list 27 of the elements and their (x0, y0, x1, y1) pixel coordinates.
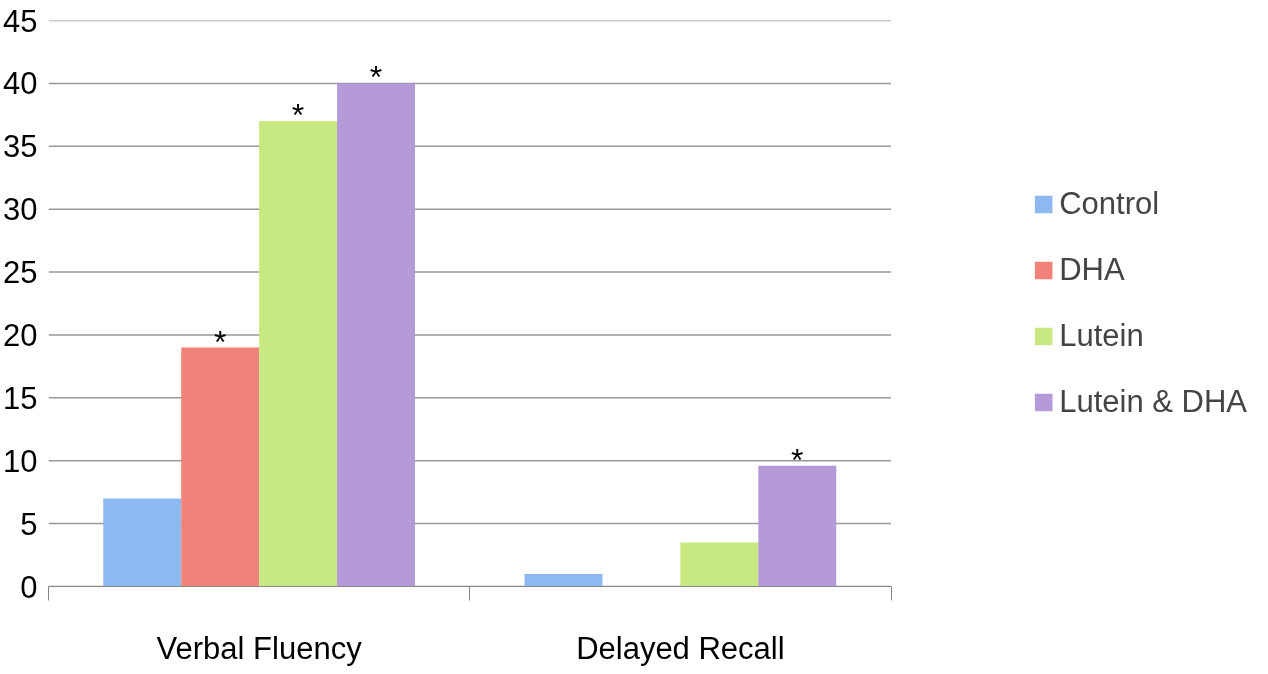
data-label: * (291, 97, 305, 134)
legend-label: Lutein (1059, 318, 1144, 354)
legend-label: Control (1059, 186, 1160, 222)
bar (181, 347, 260, 587)
y-tick-label: 30 (3, 192, 38, 228)
legend-label: Lutein & DHA (1059, 384, 1247, 420)
bar (337, 83, 415, 587)
bar (103, 498, 182, 587)
y-tick-label: 15 (3, 380, 38, 416)
data-label: * (791, 441, 804, 478)
y-tick-label: 20 (3, 317, 38, 353)
legend-label: DHA (1059, 252, 1125, 288)
y-tick-label: 10 (3, 443, 38, 479)
y-tick-label: 25 (3, 255, 38, 291)
y-tick-label: 40 (3, 66, 38, 102)
y-tick-label: 0 (20, 569, 38, 605)
x-tick-label: Verbal Fluency (156, 630, 363, 666)
bar (680, 542, 759, 587)
bar (524, 573, 603, 587)
y-tick-label: 5 (20, 506, 38, 542)
data-label: * (369, 59, 383, 96)
bar (758, 465, 837, 587)
y-tick-label: 35 (3, 129, 38, 165)
y-tick-label: 45 (3, 3, 38, 39)
bar (259, 121, 338, 587)
data-label: * (213, 323, 227, 360)
x-tick-label: Delayed Recall (576, 630, 785, 666)
